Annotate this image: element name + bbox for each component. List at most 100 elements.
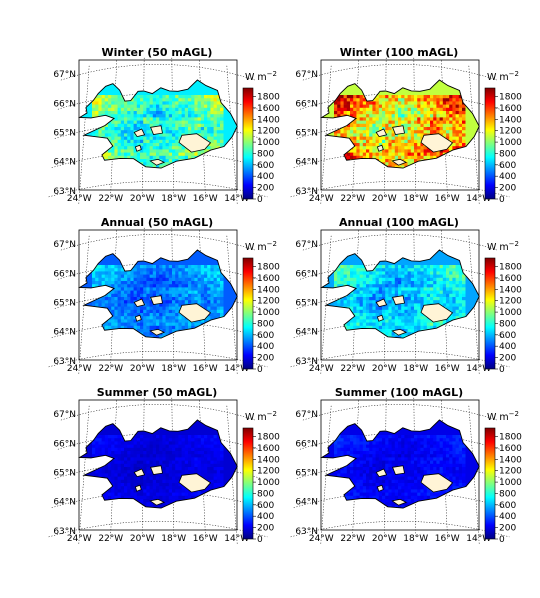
latitude-label: 67°N bbox=[53, 70, 76, 80]
latitude-label: 63°N bbox=[295, 527, 318, 537]
colorbar-bar bbox=[242, 427, 254, 540]
longitude-label: 20°W bbox=[130, 534, 155, 544]
longitude-label: 16°W bbox=[435, 194, 460, 204]
latitude-label: 66°N bbox=[295, 99, 318, 109]
longitude-label: 20°W bbox=[130, 194, 155, 204]
colorbar-tick-label: 600 bbox=[257, 161, 274, 171]
glacier-outline bbox=[375, 128, 388, 138]
colorbar-tick-label: 600 bbox=[499, 161, 516, 171]
longitude-line bbox=[78, 65, 90, 204]
colorbar-unit: W m−2 bbox=[487, 240, 519, 253]
glacier-outline bbox=[391, 158, 408, 166]
latitude-line bbox=[60, 404, 256, 421]
colorbar-tick-label: 1800 bbox=[499, 93, 522, 103]
longitude-line bbox=[226, 65, 238, 204]
colorbar-tick-label: 800 bbox=[499, 150, 516, 160]
latitude-label: 65°N bbox=[295, 469, 318, 479]
longitude-line bbox=[352, 229, 359, 369]
colorbar-tick-label: 0 bbox=[499, 195, 505, 205]
colorbar-tick-label: 1200 bbox=[257, 297, 280, 307]
longitude-line bbox=[352, 59, 359, 199]
colorbar-bar bbox=[484, 257, 496, 370]
latitude-line bbox=[293, 491, 507, 508]
longitude-line bbox=[383, 397, 387, 537]
colorbar-tick-label: 200 bbox=[257, 524, 274, 534]
glacier-outline bbox=[149, 328, 166, 336]
longitude-label: 16°W bbox=[193, 194, 218, 204]
colorbar-tick-label: 200 bbox=[499, 184, 516, 194]
longitude-label: 22°W bbox=[98, 534, 123, 544]
longitude-line bbox=[413, 227, 417, 367]
latitude-line bbox=[60, 234, 256, 251]
latitude-label: 64°N bbox=[53, 498, 76, 508]
colorbar-tick-label: 600 bbox=[257, 501, 274, 511]
latitude-label: 67°N bbox=[53, 240, 76, 250]
colorbar-tick-label: 1400 bbox=[499, 455, 522, 465]
colorbar-tick-label: 1600 bbox=[257, 274, 280, 284]
map-frame: 67°N 66°N 65°N 64°N 63°N24°W 22°W 20°W 18°W 16°W… bbox=[48, 227, 268, 374]
glacier-outline bbox=[134, 144, 142, 152]
colorbar-tick-label: 1000 bbox=[257, 138, 280, 148]
glacier-outline bbox=[178, 133, 212, 153]
longitude-label: 14°W bbox=[224, 534, 249, 544]
longitude-label: 14°W bbox=[224, 194, 249, 204]
colorbar-unit: W m−2 bbox=[245, 240, 277, 253]
colorbar-tick-label: 400 bbox=[499, 512, 516, 522]
glacier-outline bbox=[391, 328, 408, 336]
panel-title: Annual (100 mAGL) bbox=[339, 216, 459, 229]
latitude-line bbox=[51, 491, 265, 508]
glacier-outline bbox=[178, 473, 212, 493]
longitude-label: 18°W bbox=[403, 364, 428, 374]
longitude-line bbox=[78, 235, 90, 374]
colorbar-tick-label: 1400 bbox=[499, 115, 522, 125]
glacier-outline bbox=[391, 498, 408, 506]
colorbar-tick-label: 1000 bbox=[257, 308, 280, 318]
longitude-label: 24°W bbox=[309, 364, 334, 374]
longitude-label: 16°W bbox=[193, 534, 218, 544]
power-density-field bbox=[320, 249, 480, 339]
longitude-label: 24°W bbox=[309, 194, 334, 204]
colorbar-tick-label: 1200 bbox=[499, 467, 522, 477]
colorbar-tick-label: 1200 bbox=[499, 297, 522, 307]
longitude-label: 14°W bbox=[466, 364, 491, 374]
colorbar-tick-label: 200 bbox=[499, 524, 516, 534]
longitude-line bbox=[171, 57, 175, 197]
panel-title: Summer (100 mAGL) bbox=[335, 386, 463, 399]
latitude-label: 65°N bbox=[295, 129, 318, 139]
longitude-line bbox=[468, 65, 480, 204]
colorbar-tick-label: 0 bbox=[499, 535, 505, 545]
colorbar-tick-label: 1400 bbox=[499, 285, 522, 295]
latitude-line bbox=[51, 151, 265, 168]
colorbar-tick-label: 1800 bbox=[257, 263, 280, 273]
latitude-line bbox=[290, 180, 510, 198]
colorbar-tick-label: 1200 bbox=[257, 467, 280, 477]
glacier-outline bbox=[133, 128, 146, 138]
colorbar-tick-label: 1800 bbox=[499, 263, 522, 273]
colorbar-tick-label: 1000 bbox=[499, 308, 522, 318]
glacier-outline bbox=[149, 158, 166, 166]
longitude-line bbox=[468, 405, 480, 544]
longitude-label: 18°W bbox=[403, 194, 428, 204]
colorbar-tick-label: 400 bbox=[499, 172, 516, 182]
latitude-label: 63°N bbox=[295, 187, 318, 197]
glacier-outline bbox=[134, 314, 142, 322]
glacier-outline bbox=[376, 484, 384, 492]
colorbar-tick-label: 800 bbox=[257, 320, 274, 330]
latitude-label: 66°N bbox=[53, 439, 76, 449]
longitude-label: 14°W bbox=[224, 364, 249, 374]
colorbar-tick-label: 1600 bbox=[499, 444, 522, 454]
glacier-outline bbox=[149, 498, 166, 506]
colorbar-bar bbox=[242, 87, 254, 200]
longitude-line bbox=[110, 59, 117, 199]
colorbar-tick-label: 1000 bbox=[499, 478, 522, 488]
power-density-field bbox=[320, 79, 480, 169]
longitude-line bbox=[413, 397, 417, 537]
colorbar-tick-label: 200 bbox=[257, 354, 274, 364]
colorbar-tick-label: 1000 bbox=[499, 138, 522, 148]
colorbar-tick-label: 200 bbox=[499, 354, 516, 364]
map-panel: Annual (50 mAGL) 67°N 66°N 65°N 64°N 63°N24°… bbox=[48, 216, 280, 375]
colorbar-tick-label: 1000 bbox=[257, 478, 280, 488]
longitude-label: 20°W bbox=[372, 534, 397, 544]
